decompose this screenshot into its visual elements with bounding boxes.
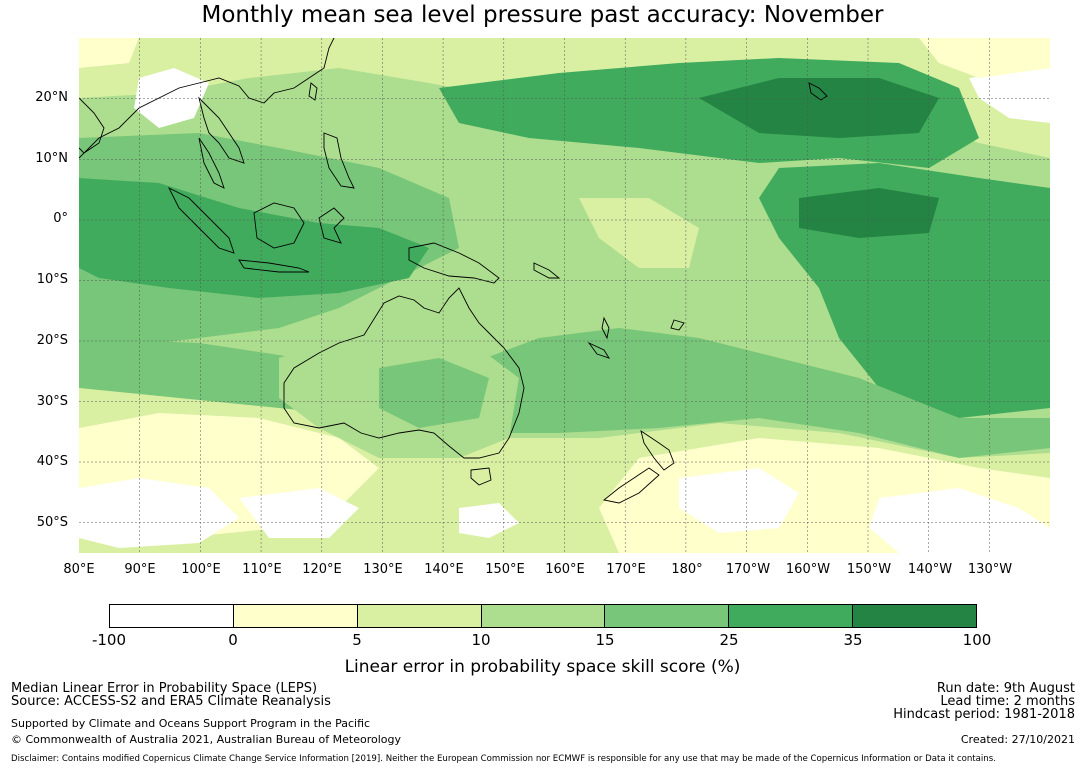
lon-label-130e: 130°E [363, 562, 403, 577]
coast-philippines [323, 132, 355, 189]
gridlines [79, 38, 1050, 553]
disclaimer: Disclaimer: Contains modified Copernicus… [11, 754, 996, 764]
coast-sulawesi [318, 207, 345, 244]
colorbar-segment-2 [233, 605, 358, 627]
region-north-yellow-2 [79, 38, 139, 68]
lon-label-140w: 140°W [907, 562, 953, 577]
coast-new-zealand-north [640, 429, 675, 471]
lon-label-160w: 160°W [785, 562, 831, 577]
lat-label-50s: 50°S [36, 515, 68, 530]
lon-label-100e: 100°E [181, 562, 221, 577]
region-npac-35 [699, 78, 939, 138]
colorbar-segment-7 [853, 605, 977, 627]
lon-label-150w: 150°W [846, 562, 892, 577]
lon-label-90e: 90°E [124, 562, 156, 577]
colorbar [109, 604, 977, 628]
lon-label-180: 180° [671, 562, 703, 577]
footer-support: Supported by Climate and Oceans Support … [11, 717, 371, 730]
map-title: Monthly mean sea level pressure past acc… [201, 2, 884, 28]
lon-label-170e: 170°E [606, 562, 646, 577]
lon-label-170w: 170°W [725, 562, 771, 577]
region-aus-15 [379, 358, 489, 428]
coast-australia [283, 287, 525, 459]
colorbar-tick-label: 0 [228, 631, 238, 649]
region-north-white [134, 68, 209, 128]
colorbar-tick-label: 100 [962, 631, 992, 649]
colorbar-segment-4 [481, 605, 606, 627]
colorbar-tick-label: 35 [843, 631, 863, 649]
region-south-15 [79, 328, 1050, 458]
region-south-white-2 [239, 488, 359, 538]
footer-source: Source: ACCESS-S2 and ERA5 Climate Reana… [11, 694, 331, 709]
coast-sumatra [167, 186, 235, 254]
lon-label-120e: 120°E [302, 562, 342, 577]
lat-label-eq: 0° [53, 211, 68, 226]
region-north-yellow [919, 38, 1050, 78]
coast-malay [198, 137, 225, 189]
footer-hindcast-period: Hindcast period: 1981-2018 [893, 707, 1075, 722]
lon-label-130w: 130°W [967, 562, 1013, 577]
coast-hawaii [808, 82, 828, 101]
coast-new-guinea [408, 242, 500, 284]
colorbar-segment-1 [110, 605, 234, 627]
coast-java [238, 259, 310, 273]
coast-solomons [533, 262, 561, 279]
lon-label-160e: 160°E [545, 562, 585, 577]
colorbar-segment-6 [729, 605, 854, 627]
coast-india [79, 97, 105, 154]
region-south-white-3 [679, 468, 799, 533]
lat-label-10n: 10°N [35, 151, 68, 166]
region-north-white-2 [969, 68, 1050, 123]
colorbar-segment-5 [605, 605, 730, 627]
lat-label-20s: 20°S [36, 333, 68, 348]
lat-label-30s: 30°S [36, 394, 68, 409]
footer-copyright: © Commonwealth of Australia 2021, Austra… [11, 733, 401, 746]
colorbar-tick-label: 15 [595, 631, 615, 649]
footer-created-date: Created: 27/10/2021 [960, 733, 1075, 746]
colorbar-tick-label: 5 [352, 631, 362, 649]
region-cpac-5 [579, 198, 699, 268]
footer-run-date: Run date: 9th August [936, 681, 1075, 696]
coast-new-zealand-south [602, 467, 660, 504]
coastlines [79, 38, 828, 504]
coast-asia [79, 38, 335, 159]
coast-indochina [198, 96, 245, 164]
coast-fiji [670, 319, 685, 331]
lon-label-140e: 140°E [424, 562, 464, 577]
colorbar-label: Linear error in probability space skill … [344, 657, 741, 677]
region-epac-35 [799, 188, 939, 238]
region-west-25 [79, 178, 429, 298]
colorbar-segment-3 [357, 605, 482, 627]
coast-taiwan [308, 82, 318, 101]
region-south-white-1 [79, 478, 239, 548]
lat-label-10s: 10°S [36, 272, 68, 287]
coast-borneo [253, 202, 305, 249]
lat-label-40s: 40°S [36, 454, 68, 469]
lon-label-150e: 150°E [485, 562, 525, 577]
lon-label-110e: 110°E [242, 562, 282, 577]
footer-lead-time: Lead time: 2 months [940, 694, 1075, 709]
lon-label-80e: 80°E [63, 562, 95, 577]
region-south-white-4 [869, 488, 1050, 553]
coast-tasmania [470, 467, 492, 486]
lat-label-20n: 20°N [35, 90, 68, 105]
footer-method: Median Linear Error in Probability Space… [11, 681, 318, 696]
colorbar-tick-label: 10 [471, 631, 491, 649]
skill-score-map [79, 38, 1050, 553]
coast-vanuatu [601, 316, 610, 340]
coast-new-caledonia [587, 341, 611, 359]
colorbar-tick-label: -100 [91, 631, 127, 649]
colorbar-tick-label: 25 [719, 631, 739, 649]
